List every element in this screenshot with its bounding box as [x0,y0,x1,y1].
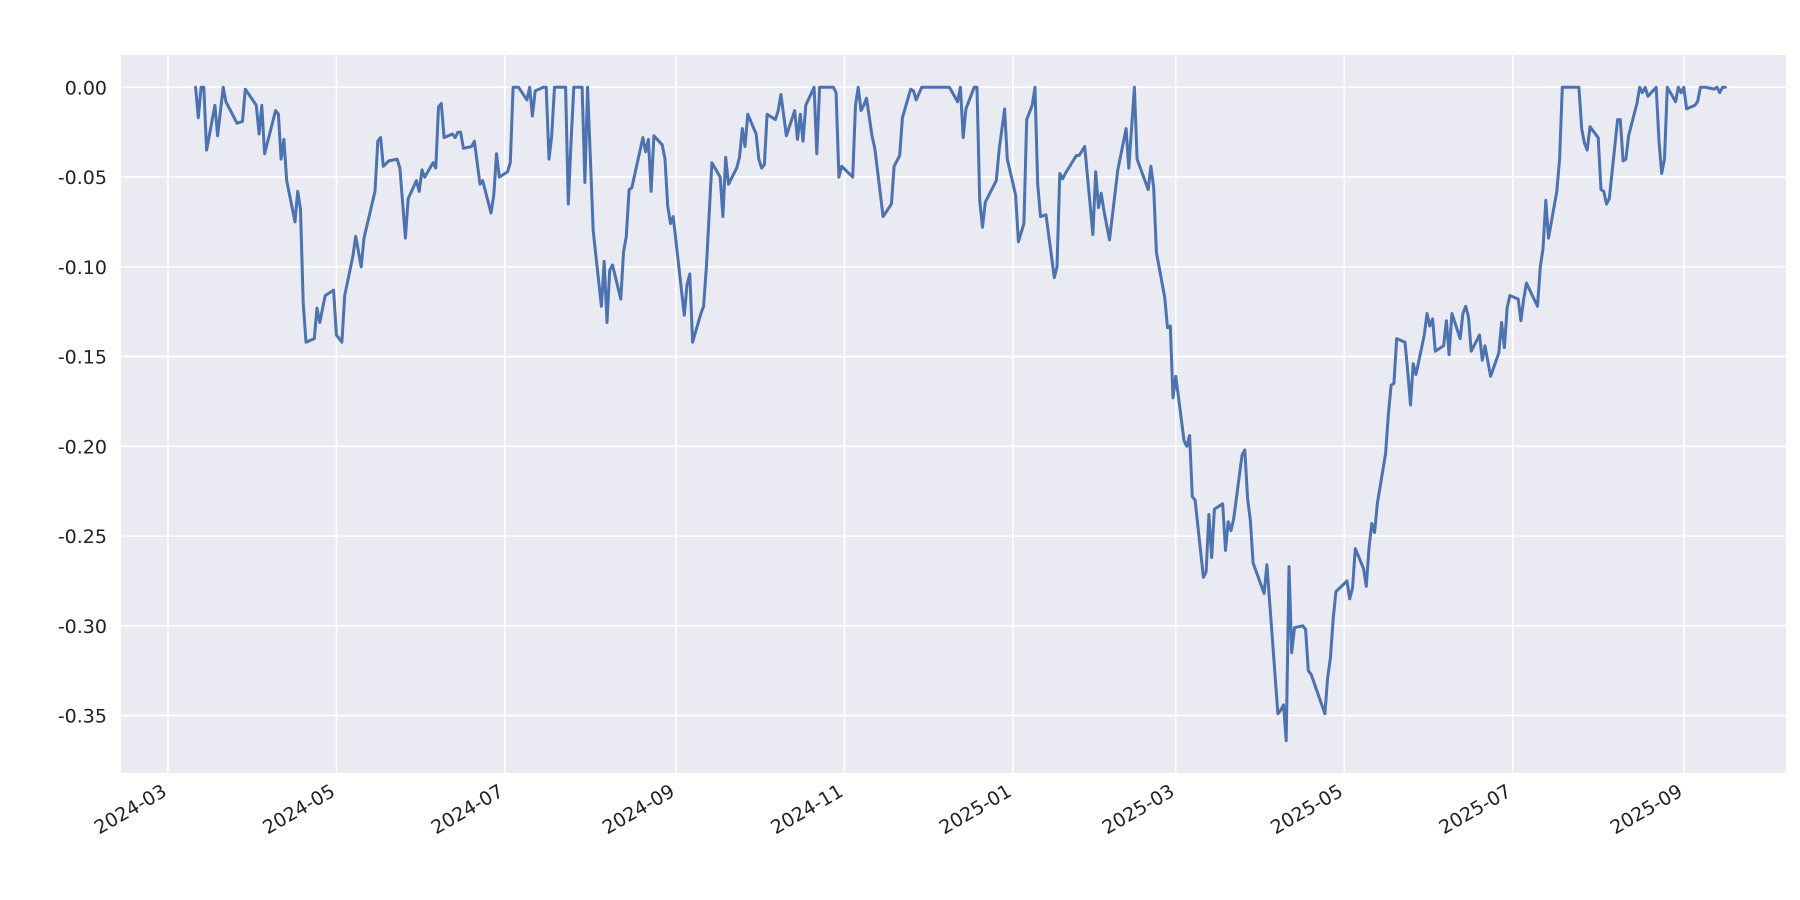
y-tick-label: -0.10 [58,257,107,279]
y-tick-label: -0.35 [58,706,107,728]
grid-lines [121,55,1786,773]
y-tick-label: -0.05 [58,167,107,189]
series-group [194,85,1727,743]
y-tick-label: -0.30 [58,616,107,638]
y-axis-ticks: 0.00 -0.05 -0.10 -0.15 -0.20 -0.25 -0.30 -0.35 [58,77,107,727]
y-tick-label: -0.20 [58,436,107,458]
drawdown-series-line [194,85,1727,743]
y-tick-label: -0.25 [58,526,107,548]
y-tick-label: -0.15 [58,347,107,369]
plot-area [121,55,1786,773]
y-tick-label: 0.00 [65,77,107,99]
